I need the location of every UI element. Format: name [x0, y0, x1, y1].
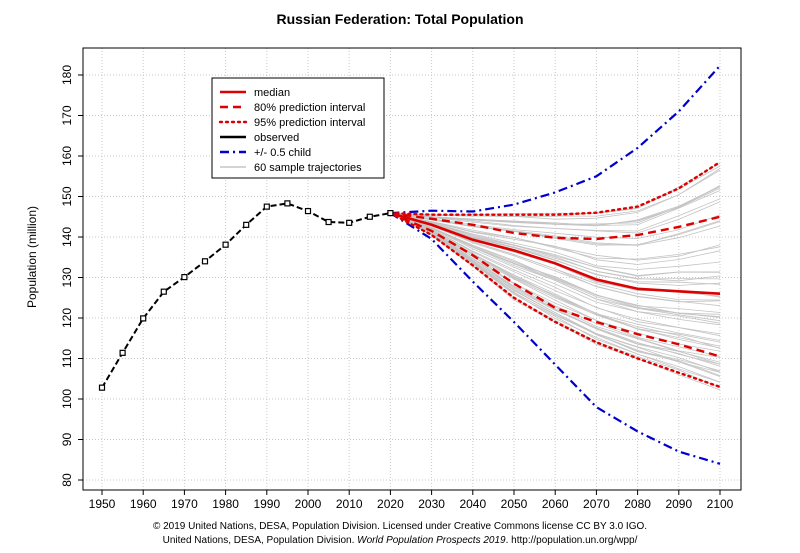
source-suffix: . http://population.un.org/wpp/	[505, 535, 638, 546]
observed-point	[201, 258, 209, 265]
y-tick-label: 90	[60, 433, 74, 447]
half-child-lower-line	[389, 212, 721, 465]
sample-trajectory	[390, 212, 721, 280]
pi80-lower-line	[389, 211, 721, 358]
observed-point	[304, 207, 312, 215]
x-tick-label: 2040	[459, 497, 486, 511]
x-tick-label: 2050	[501, 497, 528, 511]
sample-trajectory	[390, 212, 721, 358]
x-tick-label: 2100	[707, 497, 734, 511]
source-footer: United Nations, DESA, Population Divisio…	[0, 535, 800, 546]
x-tick-label: 2010	[336, 497, 363, 511]
observed-point	[284, 200, 291, 207]
x-tick-label: 1980	[212, 497, 239, 511]
pi95-upper-line	[389, 160, 722, 216]
pi95-lower-line	[389, 211, 722, 389]
observed-point	[160, 288, 167, 295]
sample-trajectory	[390, 212, 721, 341]
sample-trajectory	[390, 212, 720, 276]
sample-trajectory	[390, 212, 721, 335]
y-tick-label: 180	[60, 65, 74, 85]
x-tick-label: 2060	[542, 497, 569, 511]
source-prefix: United Nations, DESA, Population Divisio…	[162, 535, 358, 546]
plot-frame	[82, 47, 742, 491]
observed-point	[222, 241, 229, 248]
legend-label: 95% prediction interval	[254, 117, 365, 129]
y-tick-label: 110	[60, 349, 74, 368]
pi80-upper-line	[390, 211, 721, 241]
legend-label: median	[254, 87, 290, 99]
observed-point	[140, 315, 147, 322]
observed-point	[263, 203, 270, 210]
sample-trajectories	[390, 162, 721, 391]
legend-box	[211, 77, 385, 179]
legend-label: +/- 0.5 child	[254, 147, 311, 159]
copyright-footer: © 2019 United Nations, DESA, Population …	[152, 521, 648, 532]
y-tick-label: 80	[60, 473, 74, 487]
x-tick-label: 1970	[171, 497, 198, 511]
legend-label: observed	[254, 132, 299, 144]
legend-label: 60 sample trajectories	[254, 162, 362, 174]
y-tick-label: 160	[60, 146, 74, 166]
chart-title: Russian Federation: Total Population	[276, 11, 524, 27]
observed-point	[98, 384, 106, 391]
observed-point	[243, 221, 250, 228]
sample-trajectory	[390, 212, 721, 389]
axes: 1950 1960 1970 1980 1990 2000 2010 2020 2030 2040…	[60, 47, 742, 511]
x-tick-label: 2020	[377, 497, 404, 511]
y-tick-label: 100	[60, 389, 74, 409]
sample-trajectory	[390, 212, 721, 383]
half-child-upper-line	[390, 64, 721, 215]
median-line	[390, 211, 721, 295]
y-tick-label: 150	[60, 186, 74, 206]
y-tick-label: 140	[60, 227, 74, 247]
source-publication: World Population Prospects 2019	[357, 535, 506, 546]
observed-point	[181, 273, 188, 281]
sample-trajectory	[390, 212, 721, 326]
x-tick-label: 2030	[418, 497, 445, 511]
observed-point	[346, 219, 353, 226]
observed-point	[325, 218, 332, 226]
sample-trajectory	[390, 212, 721, 261]
observed-line	[101, 202, 391, 389]
sample-trajectory	[390, 212, 721, 322]
observed-point	[366, 213, 373, 220]
sample-trajectory	[390, 212, 721, 246]
sample-trajectory	[390, 186, 721, 225]
sample-trajectory	[390, 212, 721, 376]
sample-trajectory	[390, 201, 721, 234]
series-layer	[98, 64, 722, 465]
x-tick-label: 2000	[295, 497, 322, 511]
y-tick-label: 170	[60, 105, 74, 125]
legend-label: 80% prediction interval	[254, 102, 365, 114]
sample-trajectory	[390, 212, 721, 363]
observed-point	[119, 349, 126, 356]
sample-trajectory	[390, 212, 721, 260]
x-tick-label: 1950	[89, 497, 116, 511]
sample-trajectory	[390, 212, 721, 301]
legend: median 80% prediction interval 95% predict…	[211, 77, 385, 179]
y-tick-label: 120	[60, 308, 74, 328]
x-tick-label: 2090	[665, 497, 692, 511]
observed-point	[387, 210, 394, 217]
x-tick-label: 1960	[130, 497, 157, 511]
x-tick-label: 1990	[253, 497, 280, 511]
sample-trajectory	[390, 212, 721, 313]
x-tick-label: 2070	[583, 497, 610, 511]
sample-trajectory	[390, 212, 721, 337]
x-tick-label: 2080	[624, 497, 651, 511]
y-tick-label: 130	[60, 267, 74, 287]
